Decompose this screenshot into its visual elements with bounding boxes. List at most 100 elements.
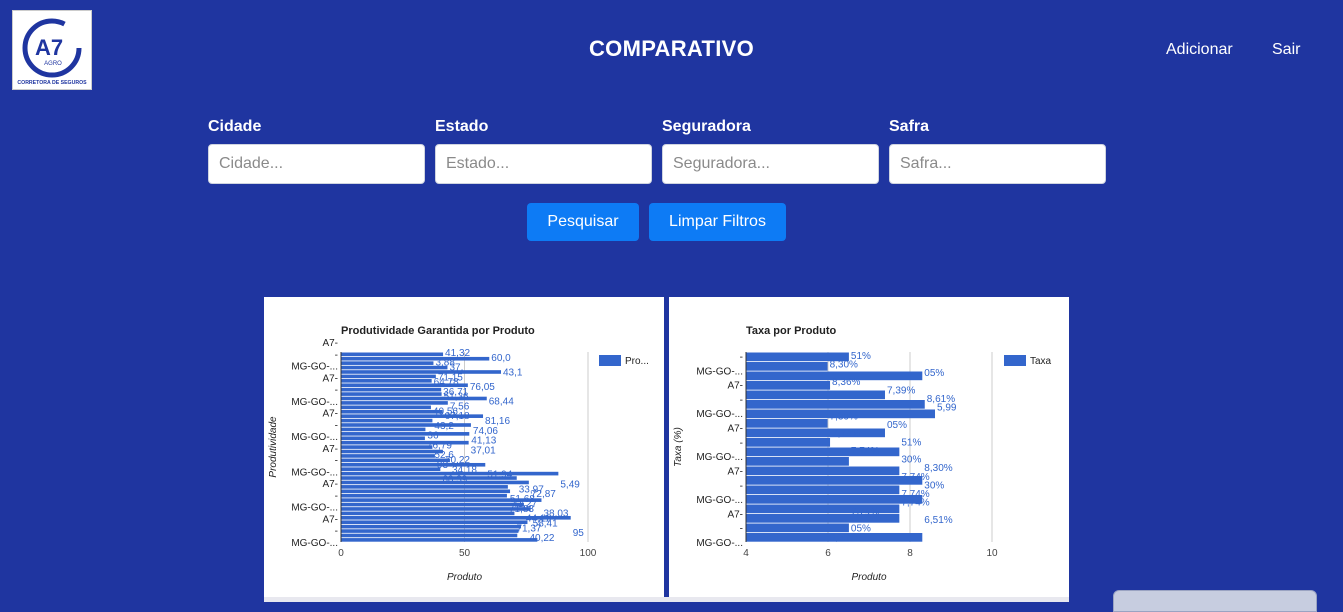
add-link[interactable]: Adicionar — [1166, 41, 1233, 58]
legend-label: Taxa — [1030, 356, 1052, 367]
data-label: 3,88 — [435, 358, 455, 369]
bar — [341, 427, 426, 432]
insurer-input[interactable] — [662, 144, 879, 184]
data-label: 05% — [887, 420, 907, 431]
logo-tagline: CORRETORA DE SEGUROS — [17, 80, 87, 86]
data-label: 8,30% — [830, 360, 858, 371]
category-tick-label: A7- — [727, 424, 743, 435]
data-label: 7,39% — [830, 411, 858, 422]
data-label: 64,78 — [434, 377, 459, 388]
data-label: 41,32 — [445, 348, 470, 359]
city-input[interactable] — [208, 144, 425, 184]
bar — [746, 466, 900, 476]
data-label: 93 — [437, 460, 449, 471]
bar — [341, 436, 425, 441]
data-label: 38,03 — [543, 509, 568, 520]
data-label: 37,01 — [471, 445, 496, 456]
bar — [746, 504, 900, 514]
category-tick-label: MG-GO-... — [696, 409, 743, 420]
bar — [341, 471, 559, 476]
data-label: 7,74% — [901, 472, 929, 483]
city-label: Cidade — [208, 118, 262, 135]
bar — [746, 390, 885, 400]
bar — [746, 381, 831, 390]
data-label: 6,51% — [924, 515, 952, 526]
category-tick-label: - — [740, 352, 743, 363]
data-label: 30% — [924, 480, 944, 491]
bar — [746, 485, 900, 495]
productivity-chart-card: Produtividade Garantida por Produto 0 50 10… — [264, 297, 664, 597]
bar — [341, 387, 442, 392]
bar — [341, 440, 469, 445]
bar — [341, 538, 538, 542]
bar — [341, 432, 470, 436]
bar — [746, 495, 923, 504]
data-label: 76,05 — [470, 382, 495, 393]
harvest-input[interactable] — [889, 144, 1106, 184]
bar — [746, 523, 849, 533]
category-tick-label: MG-GO-... — [696, 452, 743, 463]
data-label: 76,79 — [427, 440, 452, 451]
data-label: 7,56 — [450, 401, 470, 412]
floating-widget[interactable] — [1113, 590, 1317, 612]
data-label: 51,68 — [510, 494, 535, 505]
chart-title: Taxa por Produto — [746, 325, 837, 337]
clear-filters-button[interactable]: Limpar Filtros — [649, 203, 786, 241]
data-label: 40,22 — [529, 533, 554, 544]
bar — [341, 401, 448, 405]
x-tick-label: 6 — [825, 548, 831, 559]
bar — [341, 418, 433, 423]
bar — [341, 458, 450, 463]
state-input[interactable] — [435, 144, 652, 184]
category-tick-label: - — [740, 438, 743, 449]
data-label: 33,97 — [519, 484, 544, 495]
legend-label: Pro... — [625, 356, 649, 367]
data-label: 70,22 — [445, 455, 470, 466]
data-label: 60,0 — [491, 353, 511, 364]
data-label: 51,36 — [444, 392, 469, 403]
bar — [341, 462, 486, 467]
data-label: 8,30% — [924, 463, 952, 474]
bar — [341, 485, 508, 489]
search-button[interactable]: Pesquisar — [527, 203, 639, 241]
data-label: 05% — [924, 368, 944, 379]
bar — [746, 438, 831, 447]
data-label: 41,27 — [512, 499, 537, 510]
category-tick-label: MG-GO-... — [696, 366, 743, 377]
x-axis-title: Produto — [447, 572, 482, 583]
company-logo[interactable]: A7 AGRO CORRETORA DE SEGUROS — [12, 10, 92, 90]
y-axis-title: Produtividade — [268, 416, 279, 478]
horizontal-scrollbar[interactable] — [264, 597, 1069, 602]
data-label: 5,49 — [560, 479, 580, 490]
category-tick-label: A7- — [322, 479, 338, 490]
category-tick-label: MG-GO-... — [696, 495, 743, 506]
bar — [341, 352, 444, 357]
bar — [746, 514, 900, 523]
legend-swatch — [1004, 355, 1026, 366]
state-filter: Estado — [435, 118, 652, 184]
bar — [746, 362, 828, 371]
data-label: 7,74% — [851, 446, 879, 457]
category-tick-label: A7- — [322, 373, 338, 384]
data-label: 60,39 — [442, 475, 467, 486]
bar — [341, 423, 471, 427]
logo-main-text: A7 — [35, 35, 63, 60]
bar — [341, 480, 529, 485]
data-label: 8,36% — [832, 377, 860, 388]
category-tick-label: - — [335, 526, 338, 537]
bar — [341, 467, 441, 472]
bar — [746, 409, 936, 419]
logout-link[interactable]: Sair — [1272, 41, 1301, 58]
category-tick-label: - — [335, 385, 338, 396]
bar — [341, 507, 531, 511]
bar — [746, 428, 885, 438]
data-label: 72,87 — [531, 489, 556, 500]
bar — [341, 449, 443, 454]
data-label: 71,15 — [438, 372, 463, 383]
data-label: 43,2 — [434, 421, 454, 432]
x-tick-label: 8 — [907, 548, 913, 559]
bar — [341, 489, 511, 494]
bar — [746, 371, 923, 381]
data-label: 36,71 — [443, 387, 468, 398]
